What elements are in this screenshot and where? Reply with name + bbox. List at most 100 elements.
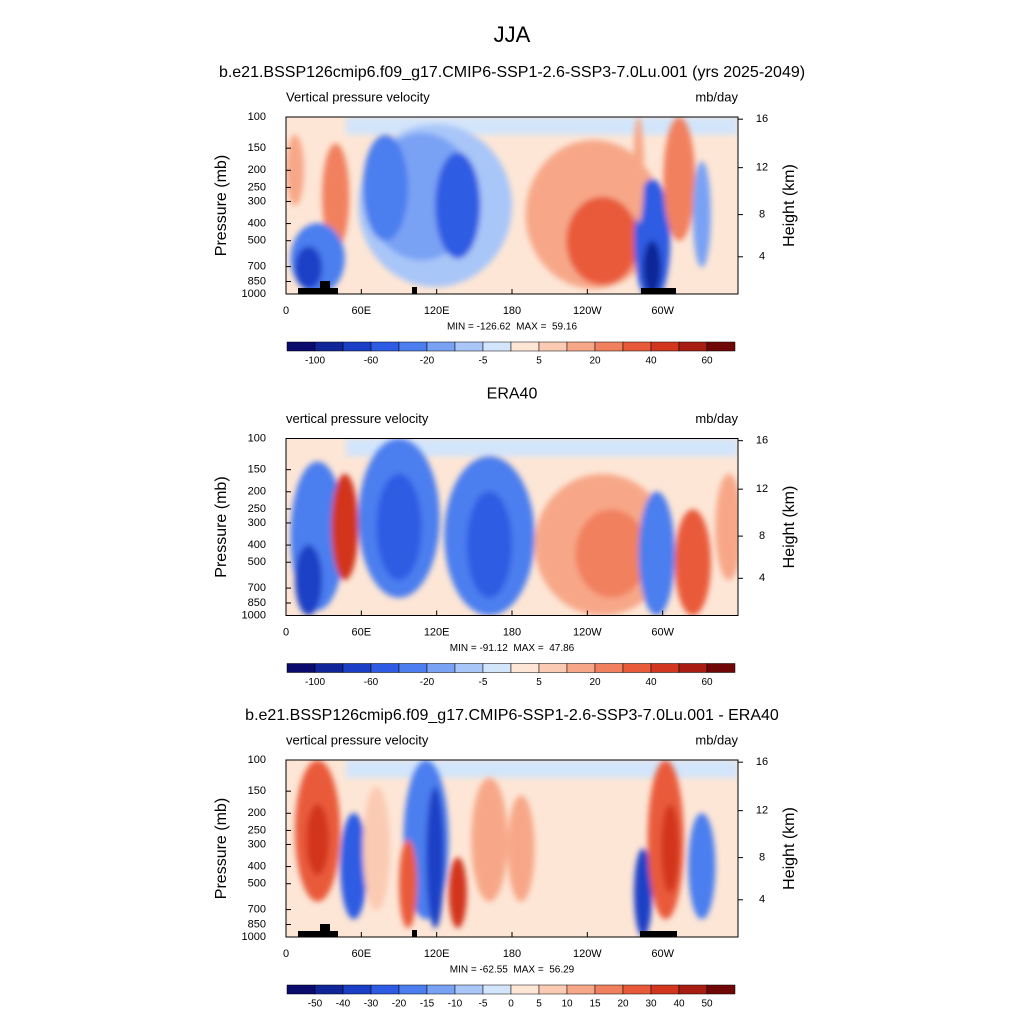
- y2-tick-label: 4: [759, 251, 765, 263]
- y2-tick-label: 12: [756, 483, 768, 495]
- colorbar-box: [370, 663, 400, 673]
- panel: b.e21.BSSP126cmip6.f09_g17.CMIP6-SSP1-2.…: [213, 64, 805, 366]
- x-tick-label: 60E: [352, 305, 372, 317]
- colorbar-box: [678, 341, 708, 352]
- colorbar-box: [482, 663, 512, 673]
- y-tick-label: 1000: [242, 288, 266, 300]
- y2-tick-label: 8: [759, 530, 765, 542]
- y-tick-label: 150: [248, 785, 266, 797]
- topography: [641, 288, 676, 294]
- colorbar-box: [398, 663, 428, 673]
- y-tick-label: 200: [248, 807, 266, 819]
- panel-title: b.e21.BSSP126cmip6.f09_g17.CMIP6-SSP1-2.…: [245, 707, 779, 724]
- field-blobs: [295, 760, 716, 937]
- x-tick-label: 60W: [651, 626, 674, 638]
- y2-tick-label: 8: [759, 852, 765, 864]
- colorbar-box: [566, 341, 596, 352]
- field-blob: [426, 786, 445, 929]
- colorbar-label: 15: [589, 999, 601, 1010]
- x-tick-label: 60W: [651, 948, 674, 960]
- colorbar-box: [482, 341, 512, 352]
- field-blobs: [286, 117, 711, 294]
- colorbar-label: -50: [308, 999, 323, 1010]
- y-tick-label: 850: [248, 275, 266, 287]
- field-blob: [663, 117, 696, 241]
- colorbar-box: [342, 341, 372, 352]
- x-tick-label: 0: [283, 626, 289, 638]
- x-tick-label: 120E: [424, 305, 450, 317]
- colorbar-box: [510, 341, 540, 352]
- colorbar-label: -100: [305, 677, 325, 688]
- field-blob: [448, 857, 467, 929]
- colorbar-box: [426, 984, 456, 995]
- x-tick-label: 120E: [424, 948, 450, 960]
- y-tick-label: 250: [248, 503, 266, 515]
- y-axis-label: Pressure (mb): [213, 476, 230, 577]
- y-tick-label: 400: [248, 217, 266, 229]
- y2-axis-label: Height (km): [781, 164, 798, 247]
- field-blob: [322, 143, 350, 250]
- colorbar-label: 20: [589, 356, 601, 367]
- y2-tick-label: 16: [756, 435, 768, 447]
- colorbar-box: [370, 984, 400, 995]
- colorbar-box: [370, 341, 400, 352]
- colorbar-box: [706, 341, 736, 352]
- subtitle-right: mb/day: [695, 732, 738, 747]
- contour-field: [286, 438, 738, 616]
- field-blob: [466, 491, 512, 598]
- colorbar-box: [454, 341, 484, 352]
- field-blob: [643, 240, 662, 294]
- field-blob: [688, 813, 716, 920]
- y-tick-label: 400: [248, 539, 266, 551]
- colorbar-box: [314, 984, 344, 995]
- colorbar-label: -20: [392, 999, 407, 1010]
- colorbar-box: [426, 341, 456, 352]
- colorbar-box: [706, 663, 736, 673]
- topography: [320, 924, 330, 931]
- x-tick-label: 120W: [573, 305, 602, 317]
- y-tick-label: 150: [248, 142, 266, 154]
- colorbar-box: [286, 663, 316, 673]
- subtitle-left: vertical pressure velocity: [286, 411, 429, 426]
- colorbar-box: [622, 984, 652, 995]
- y2-tick-label: 12: [756, 162, 768, 174]
- colorbar-box: [622, 341, 652, 352]
- y2-tick-label: 4: [759, 894, 765, 906]
- y-tick-label: 250: [248, 824, 266, 836]
- x-tick-label: 0: [283, 305, 289, 317]
- y-tick-label: 200: [248, 164, 266, 176]
- colorbar-label: -40: [336, 999, 351, 1010]
- colorbar-box: [678, 984, 708, 995]
- panel-title: ERA40: [487, 386, 538, 403]
- y-tick-label: 300: [248, 517, 266, 529]
- colorbar-box: [538, 341, 568, 352]
- field-blob: [376, 473, 422, 581]
- field-blob: [692, 161, 711, 268]
- x-tick-label: 60W: [651, 305, 674, 317]
- field-blob: [661, 804, 680, 893]
- y-axis-label: Pressure (mb): [213, 798, 230, 899]
- y-tick-label: 100: [248, 754, 266, 766]
- topography: [412, 930, 417, 937]
- topography: [320, 281, 330, 288]
- y2-tick-label: 4: [759, 572, 765, 584]
- field-blob: [566, 196, 639, 286]
- field-blob: [340, 813, 368, 920]
- y-tick-label: 1000: [242, 931, 266, 943]
- topography: [298, 288, 338, 294]
- field-blob: [362, 134, 409, 241]
- y2-tick-label: 12: [756, 805, 768, 817]
- y-tick-label: 400: [248, 860, 266, 872]
- colorbar-box: [342, 984, 372, 995]
- topography: [412, 287, 417, 294]
- colorbar-box: [286, 341, 316, 352]
- field-blob: [295, 544, 323, 616]
- y-tick-label: 700: [248, 582, 266, 594]
- subtitle-right: mb/day: [695, 89, 738, 104]
- y-tick-label: 500: [248, 878, 266, 890]
- y2-tick-label: 16: [756, 756, 768, 768]
- y-tick-label: 850: [248, 918, 266, 930]
- colorbar-box: [398, 341, 428, 352]
- y-tick-label: 200: [248, 486, 266, 498]
